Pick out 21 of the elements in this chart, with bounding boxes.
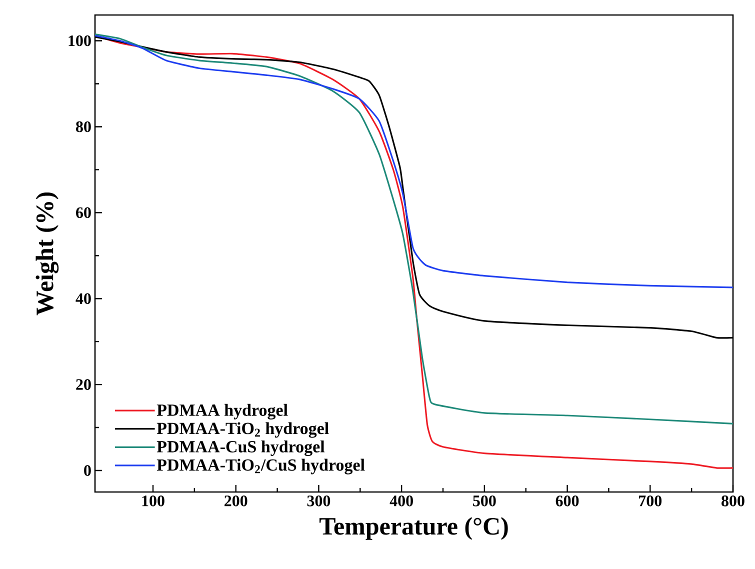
x-tick-label: 200 — [224, 496, 248, 506]
x-axis-title: Temperature (°C) — [319, 517, 508, 540]
x-tick-label: 700 — [639, 496, 662, 506]
y-tick-label: 20 — [76, 379, 91, 390]
x-tick-label: 500 — [473, 496, 496, 506]
x-tick-label: 100 — [142, 496, 164, 506]
legend-label: PDMAA-TiO$_{2}$/CuS hydrogel — [156, 458, 365, 474]
legend-label: PDMAA hydrogel — [156, 404, 288, 420]
y-tick-label: 100 — [68, 35, 91, 46]
y-axis-title: Weight (%) — [36, 192, 59, 316]
x-tick-label: 300 — [307, 496, 330, 506]
legend-label: PDMAA-TiO$_{2}$ hydrogel — [156, 422, 329, 438]
x-tick-label: 600 — [556, 496, 579, 506]
y-tick-label: 80 — [76, 121, 91, 132]
line-series — [95, 34, 733, 288]
y-tick-label: 0 — [84, 465, 91, 476]
x-tick-label: 800 — [722, 496, 744, 506]
legend-label: PDMAA-CuS hydrogel — [156, 440, 325, 456]
y-tick-label: 60 — [76, 207, 91, 218]
y-tick-label: 40 — [76, 293, 91, 304]
x-tick-label: 400 — [390, 496, 413, 506]
